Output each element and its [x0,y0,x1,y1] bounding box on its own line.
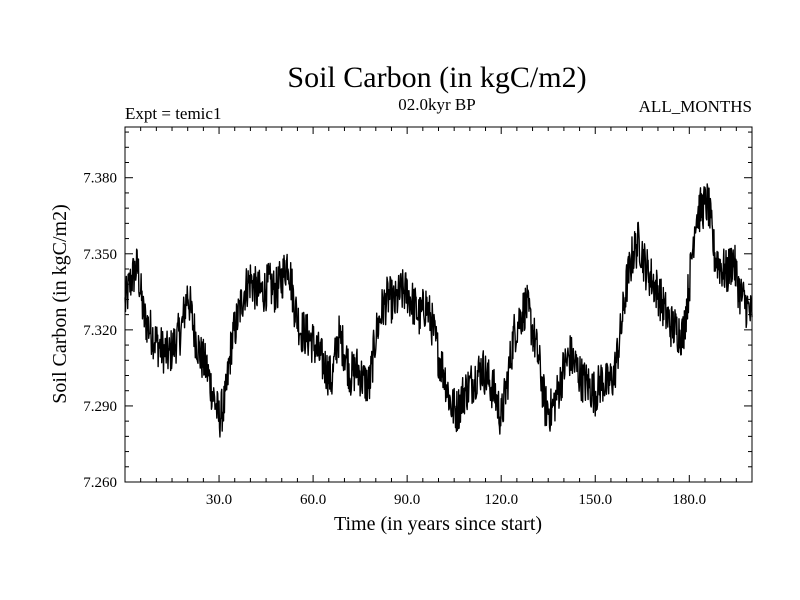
x-tick-label: 120.0 [484,492,518,508]
subtitle-left: Expt = temic1 [125,104,221,123]
x-tick-label: 90.0 [394,492,420,508]
y-tick-label: 7.380 [83,171,117,187]
y-tick-label: 7.320 [83,323,117,339]
subtitle-center: 02.0kyr BP [398,95,475,114]
chart-title: Soil Carbon (in kgC/m2) [287,61,586,94]
x-axis-label: Time (in years since start) [334,513,542,535]
y-tick-label: 7.290 [83,399,117,415]
x-tick-label: 60.0 [300,492,326,508]
x-tick-label: 180.0 [672,492,706,508]
subtitle-right: ALL_MONTHS [639,97,752,116]
y-axis-label: Soil Carbon (in kgC/m2) [49,204,71,403]
y-tick-label: 7.260 [83,475,117,491]
x-axis-ticks: 30.0 60.0 90.0 120.0 150.0 180.0 [140,127,737,508]
x-tick-label: 30.0 [206,492,232,508]
series-line-soil-carbon [124,183,753,438]
y-axis-ticks: 7.260 7.290 7.320 7.350 7.380 [83,131,752,491]
y-tick-label: 7.350 [83,247,117,263]
x-tick-label: 150.0 [578,492,612,508]
